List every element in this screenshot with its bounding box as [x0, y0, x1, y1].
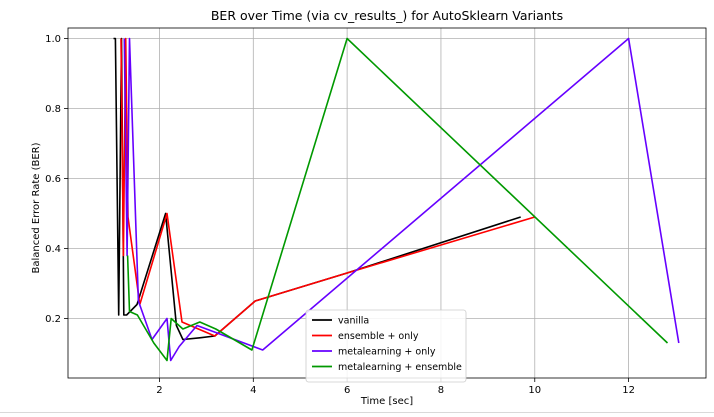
legend-label: vanilla	[338, 316, 369, 327]
legend-label: metalearning + ensemble	[338, 362, 462, 373]
x-tick-label: 4	[250, 385, 256, 396]
series-line-4	[126, 37, 669, 362]
x-tick-label: 12	[622, 385, 635, 396]
legend-label: ensemble + only	[338, 331, 419, 342]
y-axis-ticks: 0.2 0.4 0.6 0.8 1.0	[45, 34, 68, 325]
legend: vanilla ensemble + only metalearning + onl…	[305, 309, 467, 383]
y-tick-label: 0.4	[45, 244, 61, 255]
x-axis-ticks: 2 4 6 8 10 12	[156, 378, 635, 396]
y-tick-label: 0.2	[45, 314, 61, 325]
y-tick-label: 0.6	[45, 174, 61, 185]
bottom-divider	[0, 412, 714, 413]
y-tick-label: 1.0	[45, 34, 61, 45]
legend-label: metalearning + only	[338, 347, 436, 358]
x-tick-label: 6	[344, 385, 350, 396]
series-line-1	[113, 37, 521, 341]
x-tick-label: 10	[528, 385, 541, 396]
series-lines	[113, 37, 680, 362]
x-tick-label: 8	[438, 385, 444, 396]
grid-lines	[68, 28, 706, 378]
chart-title: BER over Time (via cv_results_) for Auto…	[211, 8, 563, 23]
y-tick-label: 0.8	[45, 104, 61, 115]
x-tick-label: 2	[156, 385, 162, 396]
x-axis-label: Time [sec]	[360, 396, 413, 407]
y-axis-label: Balanced Error Rate (BER)	[31, 142, 42, 273]
legend-box	[305, 309, 467, 383]
series-line-2	[120, 37, 536, 337]
